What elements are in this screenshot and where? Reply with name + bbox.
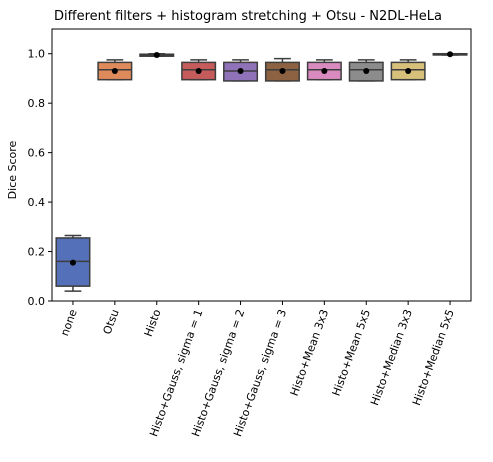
y-tick-label-4: 0.8 — [28, 97, 46, 110]
box-0-mean-marker — [69, 259, 76, 266]
box-1-mean-marker — [111, 68, 118, 75]
y-tick-label-5: 1.0 — [28, 48, 46, 61]
box-4-mean-marker — [237, 68, 244, 75]
y-tick-label-2: 0.4 — [28, 196, 46, 209]
box-9-mean-marker — [447, 51, 454, 58]
box-2-mean-marker — [153, 51, 160, 58]
chart-title: Different filters + histogram stretching… — [54, 9, 442, 24]
y-tick-label-3: 0.6 — [28, 147, 46, 160]
y-tick-label-1: 0.2 — [28, 246, 46, 259]
y-tick-label-0: 0.0 — [28, 295, 46, 308]
box-6-x-tick-label: Histo+Mean 3x3 — [288, 308, 331, 398]
box-6-mean-marker — [321, 68, 328, 75]
box-0-x-tick-label: none — [58, 307, 80, 337]
box-8-mean-marker — [405, 68, 412, 75]
box-9-x-tick-label: Histo+Median 5x5 — [410, 308, 457, 408]
box-2-x-tick-label: Histo — [142, 307, 164, 338]
box-7-mean-marker — [363, 68, 370, 75]
box-7-x-tick-label: Histo+Mean 5x5 — [330, 308, 373, 398]
box-5-mean-marker — [279, 68, 286, 75]
box-8-x-tick-label: Histo+Median 3x3 — [368, 308, 415, 408]
box-3-mean-marker — [195, 68, 202, 75]
y-axis-label: Dice Score — [6, 140, 19, 199]
box-1-x-tick-label: Otsu — [101, 308, 122, 337]
plot-frame — [51, 28, 472, 302]
